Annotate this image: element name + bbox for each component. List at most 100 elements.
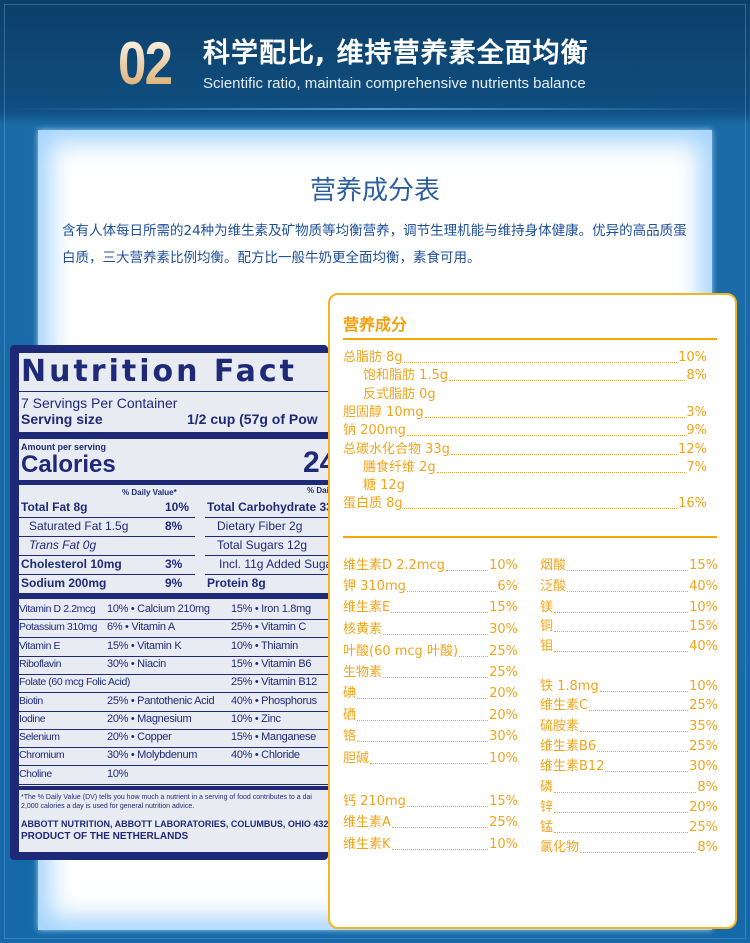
- label-rule: [19, 765, 328, 767]
- nutrient-name: 铬: [343, 729, 357, 744]
- nutrient-row: 生物素 25%: [343, 665, 518, 681]
- nutrient-row: 核黄素 30%: [343, 622, 518, 638]
- dotted-leader: [391, 612, 489, 613]
- label-rule: [19, 517, 195, 518]
- label-dv: 8%: [165, 519, 183, 533]
- label-micro-right: 15% • Vitamin B6: [231, 657, 312, 670]
- nutrient-value: 9%: [686, 423, 707, 439]
- label-micro-right: 25% • Vitamin B12: [231, 676, 317, 689]
- label-nutrient: Sodium 200mg: [21, 576, 107, 590]
- nutrient-value: 40%: [689, 639, 718, 654]
- nutrient-name: 锌: [540, 800, 554, 815]
- nutrient-row: 饱和脂肪 1.5g 8%: [363, 368, 707, 384]
- header-divider: [0, 108, 750, 110]
- dotted-leader: [357, 720, 489, 721]
- nutrient-value: 10%: [489, 837, 518, 852]
- nutrient-name: 维生素K: [343, 837, 391, 852]
- dotted-leader: [554, 651, 689, 652]
- nutrient-value: 30%: [489, 729, 518, 744]
- dotted-leader: [391, 827, 489, 828]
- label-servings: 7 Servings Per Container: [21, 395, 178, 411]
- nutrient-value: 12%: [678, 441, 707, 457]
- nutrient-name: 锰: [540, 820, 554, 835]
- dotted-leader: [357, 698, 489, 699]
- label-rule: [19, 555, 195, 556]
- nutrient-value: 15%: [489, 794, 518, 809]
- nutrient-name: 维生素E: [343, 600, 391, 615]
- nutrient-name: 钾 310mg: [343, 579, 406, 594]
- nutrient-row: 胆固醇 10mg 3%: [343, 405, 707, 421]
- nutrient-name: 胆碱: [343, 751, 370, 766]
- dotted-leader: [554, 612, 689, 613]
- nutrient-value: 6%: [497, 579, 518, 594]
- nutrient-name: 糖 12g: [363, 478, 405, 494]
- dotted-leader: [403, 362, 678, 363]
- label-micro-mid: 30% • Niacin: [107, 657, 166, 670]
- nutrient-row: 烟酸 15%: [540, 558, 718, 574]
- label-micro-name: Iodine: [19, 712, 46, 725]
- label-micro-right: 40% • Phosphorus: [231, 694, 317, 707]
- label-calories: Calories: [21, 451, 116, 478]
- label-footnote: *The % Daily Value (DV) tells you how mu…: [21, 794, 312, 810]
- nutrient-name: 钠 200mg: [343, 423, 406, 439]
- nutrient-row: 铬 30%: [343, 729, 518, 745]
- nutrient-value: 20%: [489, 686, 518, 701]
- label-rule: [19, 747, 328, 749]
- label-micro-right: 15% • Iron 1.8mg: [231, 603, 311, 615]
- nutrient-name: 饱和脂肪 1.5g: [363, 368, 449, 384]
- label-micro-right: 25% • Vitamin C: [231, 621, 306, 634]
- nutrient-row: 维生素B12 30%: [540, 759, 718, 775]
- label-dv-header: % Daily Value*: [122, 488, 177, 497]
- nutrient-row: 锰 25%: [540, 820, 718, 836]
- dotted-leader: [406, 591, 497, 592]
- dotted-leader: [554, 792, 697, 793]
- dotted-leader: [357, 741, 489, 742]
- dotted-leader: [554, 832, 689, 833]
- dotted-leader: [554, 631, 689, 632]
- dotted-leader: [605, 771, 689, 772]
- label-micro-mid: 20% • Magnesium: [107, 712, 192, 725]
- nutrient-value: 25%: [489, 665, 518, 680]
- nutrient-value: 15%: [489, 600, 518, 615]
- nutrient-row: 硒 20%: [343, 708, 518, 724]
- dotted-leader: [391, 849, 489, 850]
- label-maker: ABBOTT NUTRITION, ABBOTT LABORATORIES, C…: [21, 819, 328, 829]
- label-rule: [19, 710, 328, 712]
- nutrient-row: 泛酸 40%: [540, 579, 718, 595]
- dotted-leader: [406, 806, 489, 807]
- label-rule: [205, 574, 328, 575]
- label-nutrient: Cholesterol 10mg: [21, 557, 122, 571]
- nutrient-name: 铁 1.8mg: [540, 679, 599, 694]
- intro-text: 含有人体每日所需的24种为维生素及矿物质等均衡营养，调节生理机能与维持身体健康。…: [62, 223, 687, 266]
- nutrient-row: 碘 20%: [343, 686, 518, 702]
- nutrient-row: 磷 8%: [540, 780, 718, 796]
- label-nutrient: Saturated Fat 1.5g: [29, 519, 129, 533]
- nutrient-row: 维生素K 10%: [343, 837, 518, 853]
- label-serving-size-label: Serving size: [21, 411, 103, 427]
- nutrient-name: 磷: [540, 780, 554, 795]
- label-micro-name: Vitamin D 2.2mcg: [19, 603, 96, 615]
- section-number: 02: [118, 30, 173, 97]
- section-title: 营养成分表: [309, 176, 440, 206]
- label-rule: [19, 673, 328, 675]
- label-dv: 9%: [165, 576, 183, 590]
- label-micro-right: 10% • Zinc: [231, 712, 281, 725]
- nutrient-name: 镁: [540, 600, 554, 615]
- nutrient-value: 8%: [697, 840, 718, 855]
- nutrient-name: 维生素C: [540, 698, 589, 713]
- nutrient-name: 核黄素: [343, 622, 383, 637]
- nutrient-row: 钼 40%: [540, 639, 718, 655]
- dotted-leader: [580, 852, 697, 853]
- label-micro-name: Folate (60 mcg Folic Acid): [19, 676, 130, 689]
- nutrient-name: 烟酸: [540, 558, 567, 573]
- nutrient-name: 总脂肪 8g: [343, 350, 403, 365]
- dotted-leader: [589, 710, 689, 711]
- nutrient-row: 维生素A 25%: [343, 815, 518, 831]
- nutrient-value: 10%: [678, 350, 707, 365]
- label-dv-header-2: % Daily: [307, 486, 328, 495]
- nutrient-value: 20%: [689, 800, 718, 815]
- nutrient-value: 8%: [697, 780, 718, 795]
- label-serving-size: 1/2 cup (57g of Pow: [187, 411, 318, 427]
- nutrient-name: 氯化物: [540, 840, 580, 855]
- panel-title-divider: [343, 338, 717, 340]
